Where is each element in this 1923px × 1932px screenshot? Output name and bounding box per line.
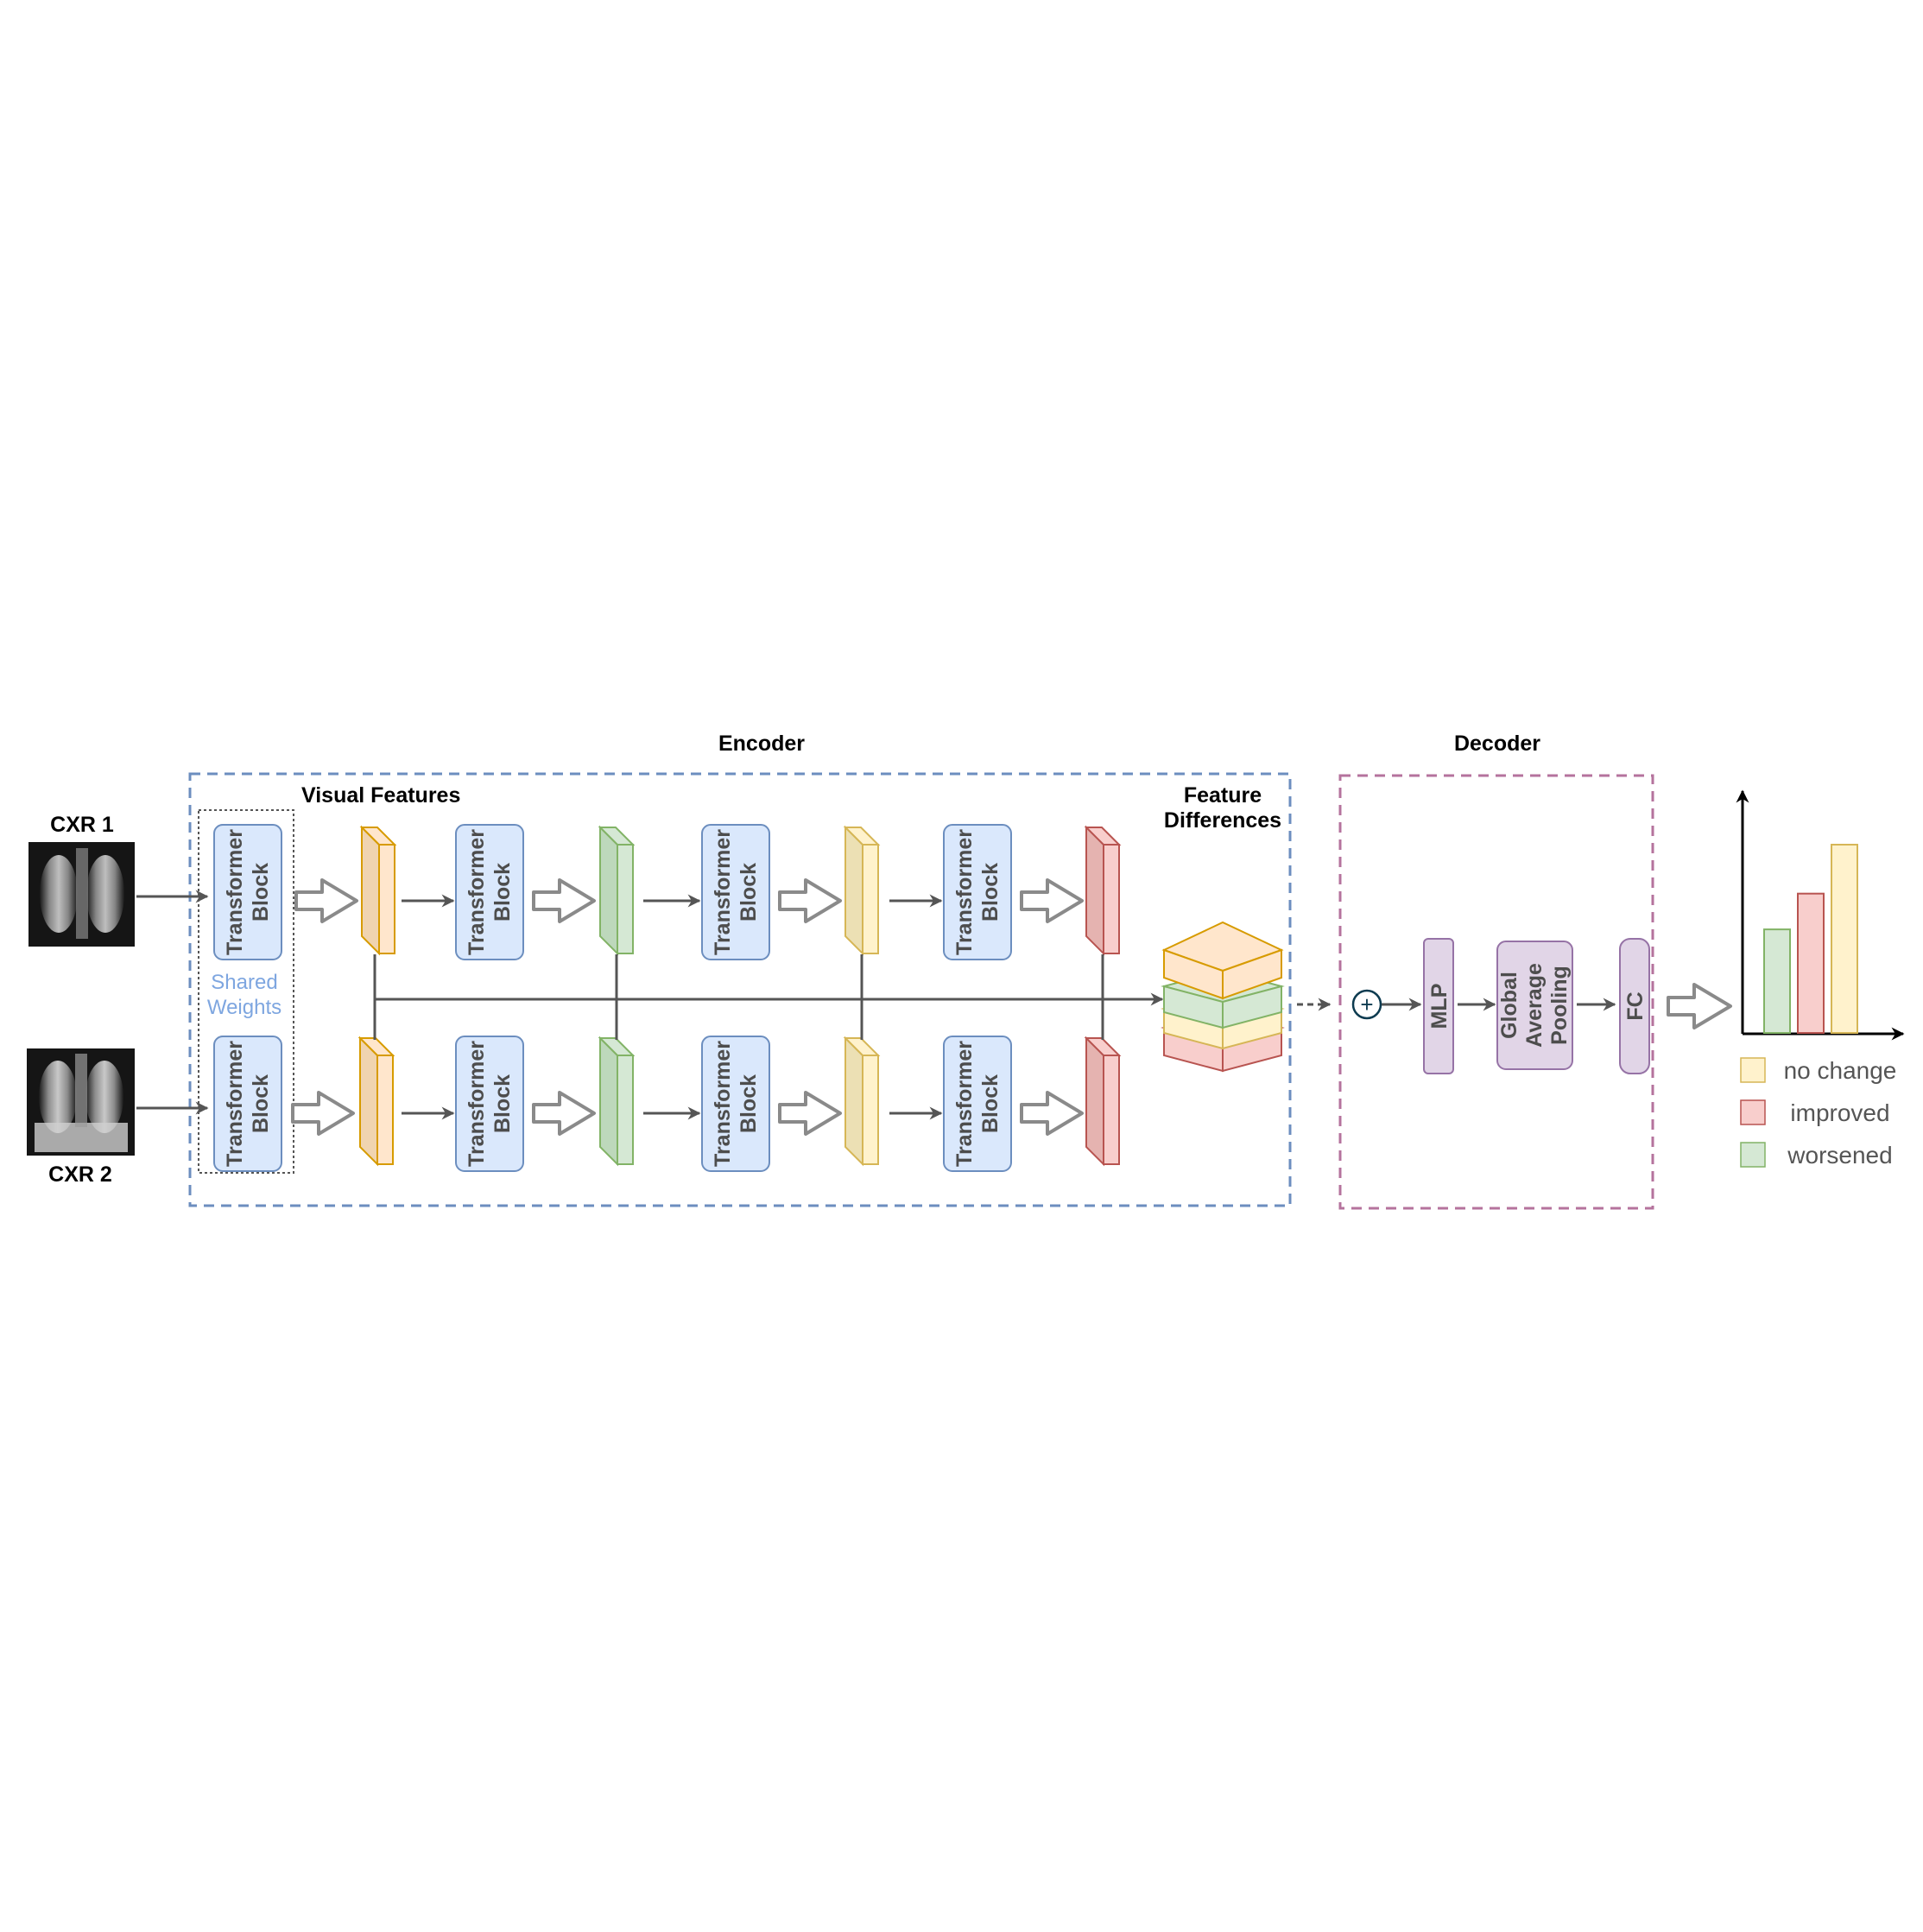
legend-swatch xyxy=(1740,1057,1766,1083)
chart-bar-no-change xyxy=(1831,844,1858,1034)
transformer-block-top-3: Transformer Block xyxy=(701,824,770,960)
fc-block: FC xyxy=(1619,938,1650,1074)
transformer-block-bottom-1: Transformer Block xyxy=(213,1036,282,1172)
gap-label-line2: Average xyxy=(1522,963,1547,1048)
feature-map-bottom-3 xyxy=(843,1036,881,1167)
transformer-block-top-2: Transformer Block xyxy=(455,824,524,960)
chart-bar-improved xyxy=(1797,892,1825,1035)
transformer-block-label-line2: Block xyxy=(249,1074,273,1133)
transformer-block-label-line1: Transformer xyxy=(952,1041,977,1167)
cxr1-image xyxy=(28,842,135,947)
shared-weights-frame xyxy=(198,809,294,1174)
gap-label-line1: Global xyxy=(1497,972,1521,1039)
transformer-block-label-line2: Block xyxy=(737,863,761,922)
output-chart xyxy=(1736,789,1905,1041)
legend-item-worsened: worsened xyxy=(1740,1142,1893,1169)
chart-bar-worsened xyxy=(1763,928,1791,1034)
feature-map-top-1 xyxy=(359,825,397,956)
feature-differences-label-line2: Differences xyxy=(1164,808,1281,833)
transformer-block-bottom-4: Transformer Block xyxy=(943,1036,1012,1172)
plus-node: + xyxy=(1351,989,1382,1020)
fc-label: FC xyxy=(1623,991,1648,1020)
feature-map-top-2 xyxy=(598,825,636,956)
cxr1-label: CXR 1 xyxy=(50,813,114,837)
hollow-arrows xyxy=(291,878,1084,1136)
decoder-title: Decoder xyxy=(1454,732,1540,756)
transformer-block-label-line2: Block xyxy=(490,1074,515,1133)
transformer-block-top-4: Transformer Block xyxy=(943,824,1012,960)
transformer-block-label-line1: Transformer xyxy=(465,829,489,955)
transformer-block-bottom-3: Transformer Block xyxy=(701,1036,770,1172)
feature-map-top-3 xyxy=(843,825,881,956)
legend-label: worsened xyxy=(1787,1142,1892,1169)
plus-symbol: + xyxy=(1360,991,1373,1017)
legend-item-improved: improved xyxy=(1740,1099,1890,1126)
transformer-block-top-1: Transformer Block xyxy=(213,824,282,960)
feature-map-bottom-4 xyxy=(1084,1036,1122,1167)
transformer-block-label-line2: Block xyxy=(249,863,273,922)
mlp-label: MLP xyxy=(1427,984,1452,1029)
output-arrow xyxy=(1667,983,1732,1029)
transformer-block-bottom-2: Transformer Block xyxy=(455,1036,524,1172)
hollow-arrow-top-2 xyxy=(532,878,596,923)
global-average-pooling-block: Global Average Pooling xyxy=(1496,941,1573,1070)
cxr2-label: CXR 2 xyxy=(48,1162,112,1187)
transformer-block-label-line1: Transformer xyxy=(711,1041,735,1167)
transformer-block-label-line1: Transformer xyxy=(952,829,977,955)
visual-features-label: Visual Features xyxy=(301,783,460,808)
transformer-block-label-line1: Transformer xyxy=(223,1041,247,1167)
feature-differences-label-line1: Feature xyxy=(1184,783,1262,808)
transformer-blocks: Transformer Block Transformer Block Transfor… xyxy=(213,824,1012,1172)
legend-item-no-change: no change xyxy=(1740,1057,1897,1084)
transformer-block-label-line2: Block xyxy=(978,1074,1003,1133)
legend-swatch xyxy=(1740,1142,1766,1168)
shared-weights-label-line2: Weights xyxy=(207,996,281,1019)
hollow-arrow-bottom-4 xyxy=(1020,1091,1084,1136)
feature-differences-stack xyxy=(1161,921,1285,1073)
feature-map-top-4 xyxy=(1084,825,1122,956)
legend-label: no change xyxy=(1784,1057,1897,1084)
transformer-block-label-line2: Block xyxy=(737,1074,761,1133)
hollow-arrow-bottom-3 xyxy=(778,1091,842,1136)
transformer-block-label-line1: Transformer xyxy=(223,829,247,955)
legend-label: improved xyxy=(1790,1099,1889,1126)
feature-maps xyxy=(357,825,1122,1167)
hollow-arrow-top-4 xyxy=(1020,878,1084,923)
hollow-arrow-top-3 xyxy=(778,878,842,923)
cxr2-image xyxy=(27,1048,135,1156)
hollow-arrow-bottom-2 xyxy=(532,1091,596,1136)
feature-map-bottom-2 xyxy=(598,1036,636,1167)
legend-swatch xyxy=(1740,1099,1766,1125)
encoder-frame xyxy=(188,772,1292,1207)
chart-legend: no change improved worsened xyxy=(1740,1057,1897,1169)
hollow-arrow-top-1 xyxy=(294,878,358,923)
transformer-block-label-line1: Transformer xyxy=(711,829,735,955)
transformer-block-label-line2: Block xyxy=(978,863,1003,922)
hollow-arrow-bottom-1 xyxy=(291,1091,355,1136)
shared-weights-label-line1: Shared xyxy=(211,971,277,994)
feature-map-bottom-1 xyxy=(357,1036,395,1167)
diff-layer-orange xyxy=(1161,921,1284,1000)
transformer-block-label-line1: Transformer xyxy=(465,1041,489,1167)
transformer-block-label-line2: Block xyxy=(490,863,515,922)
decoder-frame xyxy=(1338,774,1654,1210)
encoder-title: Encoder xyxy=(718,732,805,756)
gap-label-line3: Pooling xyxy=(1547,966,1572,1045)
connector-arrows xyxy=(402,894,943,1120)
mlp-block: MLP xyxy=(1423,938,1454,1074)
